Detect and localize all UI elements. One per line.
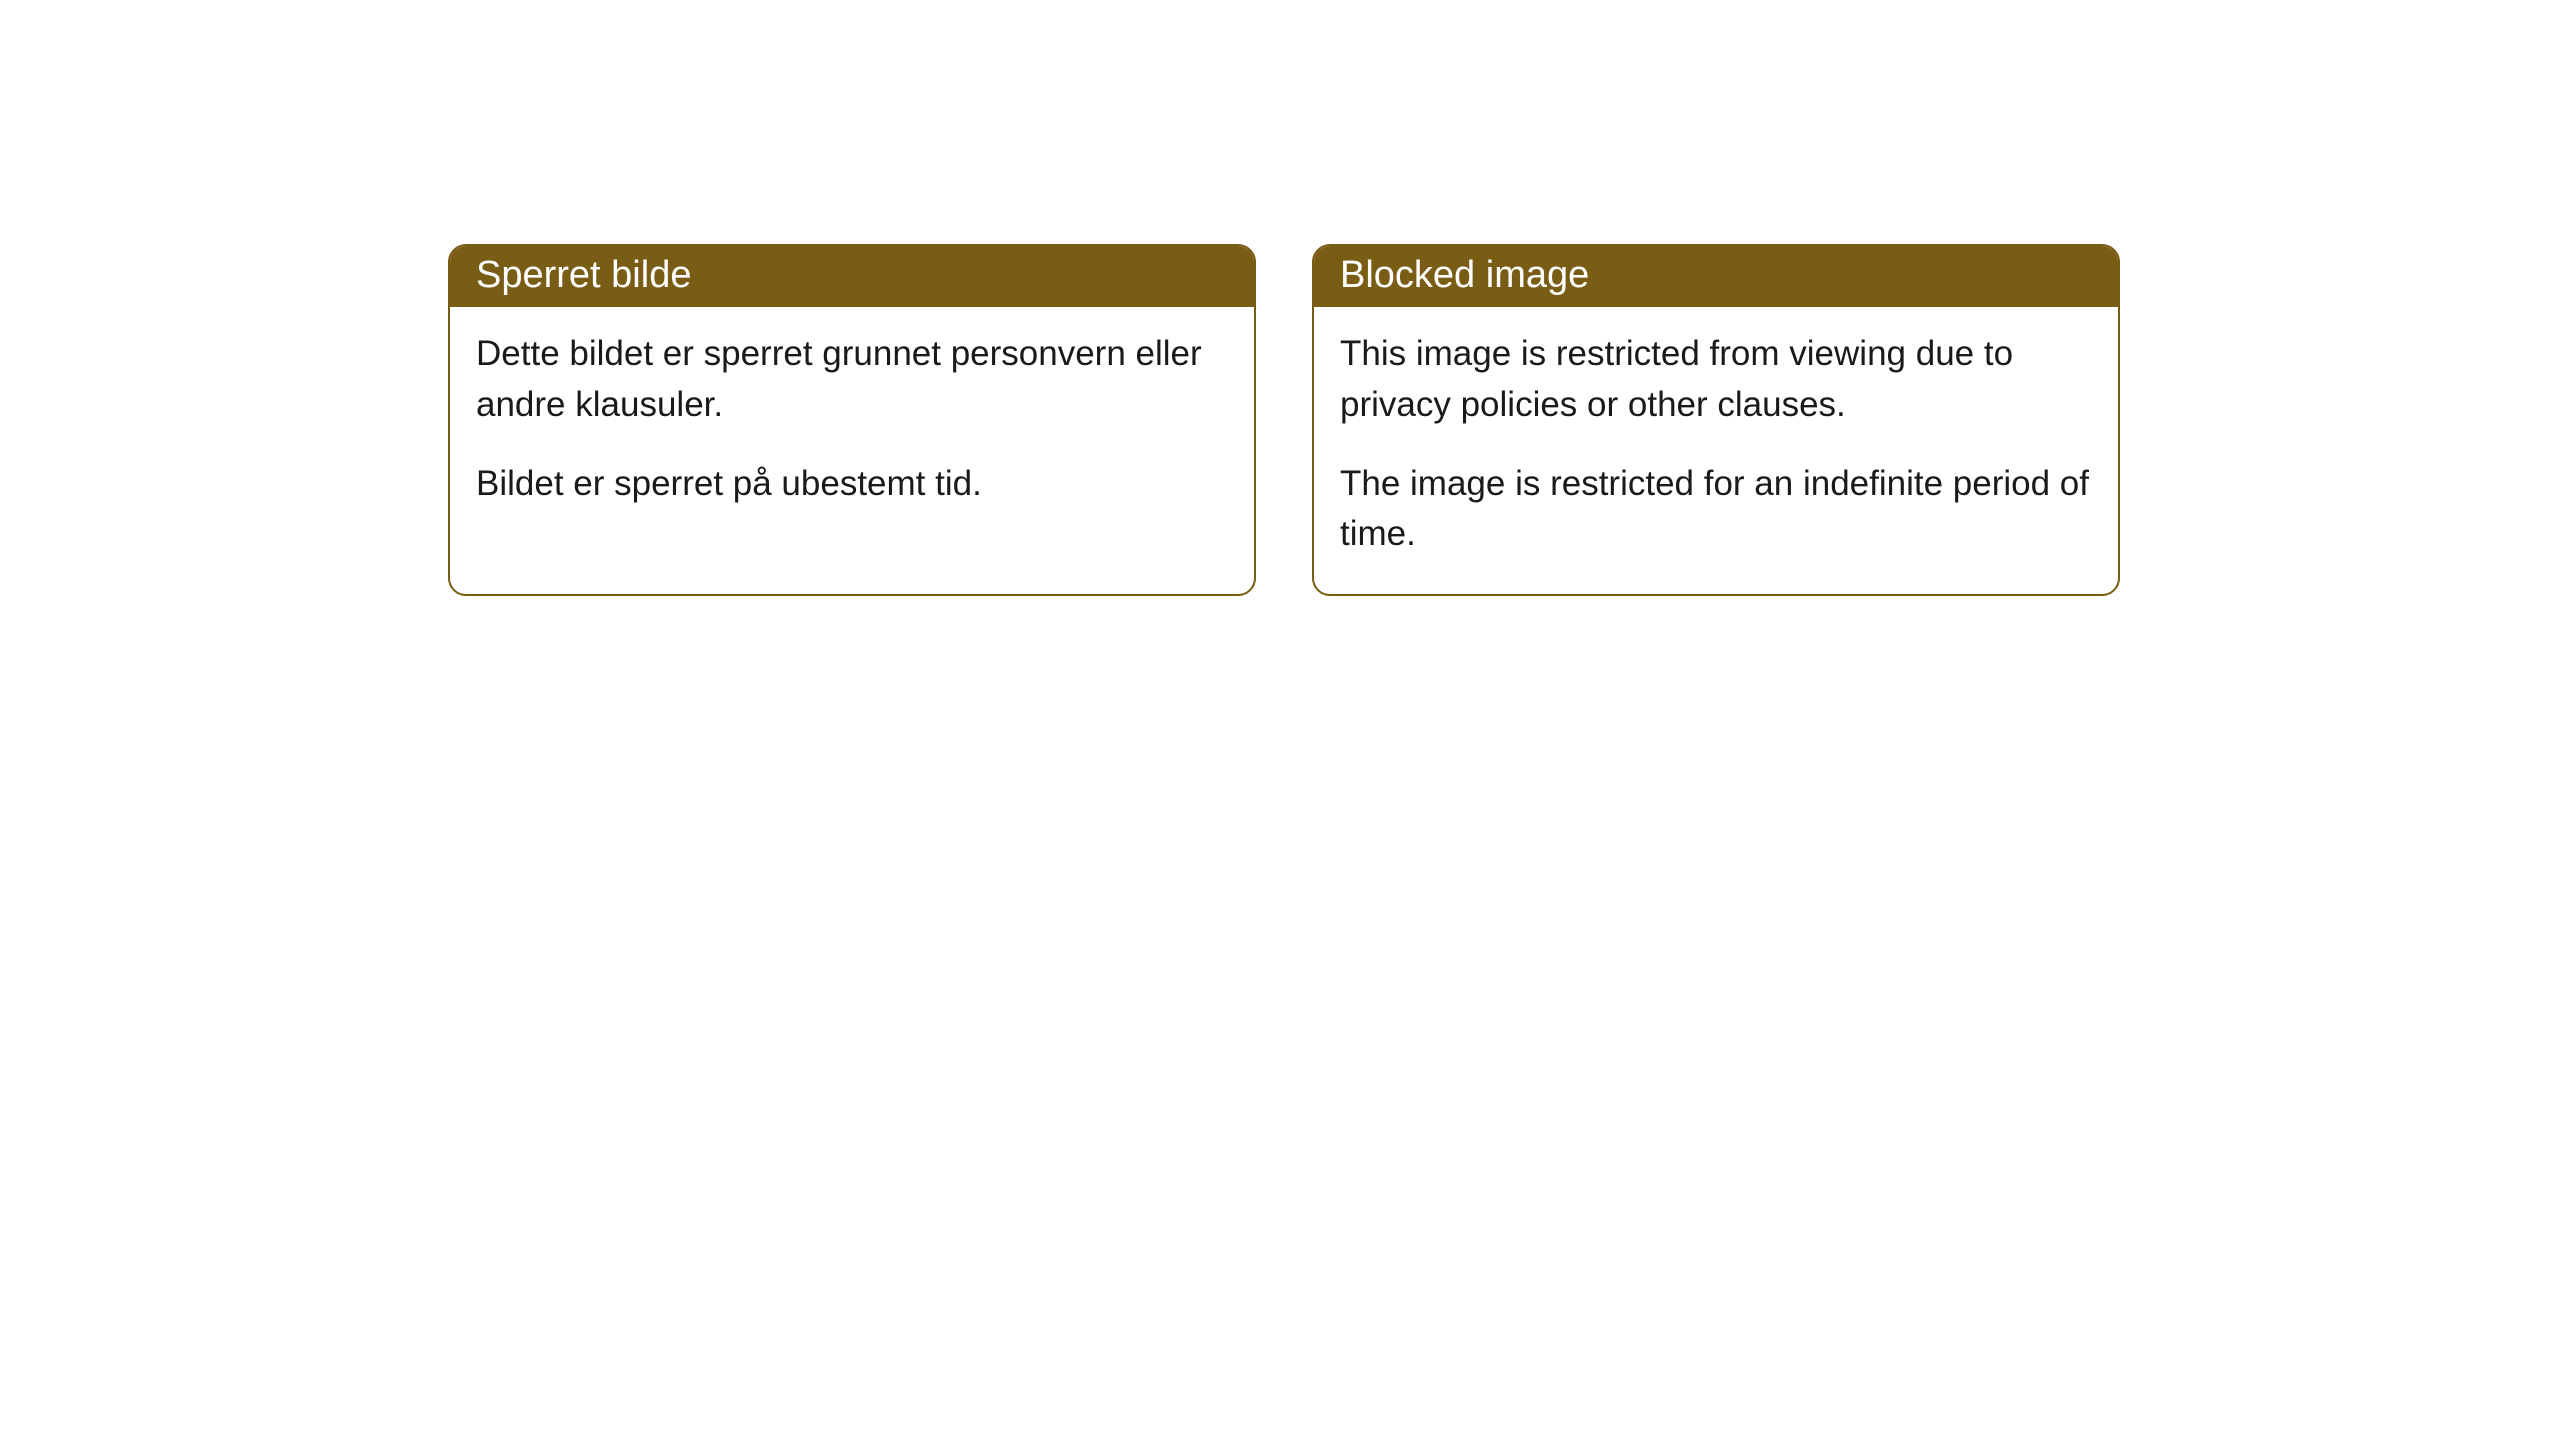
blocked-image-card-english: Blocked image This image is restricted f… bbox=[1312, 244, 2120, 596]
card-paragraph1-norwegian: Dette bildet er sperret grunnet personve… bbox=[476, 329, 1228, 431]
card-title-norwegian: Sperret bilde bbox=[476, 254, 691, 296]
card-header-english: Blocked image bbox=[1314, 246, 2118, 307]
card-title-english: Blocked image bbox=[1340, 254, 1589, 296]
card-body-english: This image is restricted from viewing du… bbox=[1314, 307, 2118, 594]
card-body-norwegian: Dette bildet er sperret grunnet personve… bbox=[450, 307, 1254, 543]
card-header-norwegian: Sperret bilde bbox=[450, 246, 1254, 307]
card-paragraph1-english: This image is restricted from viewing du… bbox=[1340, 329, 2092, 431]
blocked-image-card-norwegian: Sperret bilde Dette bildet er sperret gr… bbox=[448, 244, 1256, 596]
card-paragraph2-norwegian: Bildet er sperret på ubestemt tid. bbox=[476, 459, 1228, 510]
info-cards-container: Sperret bilde Dette bildet er sperret gr… bbox=[448, 244, 2120, 596]
card-paragraph2-english: The image is restricted for an indefinit… bbox=[1340, 459, 2092, 561]
